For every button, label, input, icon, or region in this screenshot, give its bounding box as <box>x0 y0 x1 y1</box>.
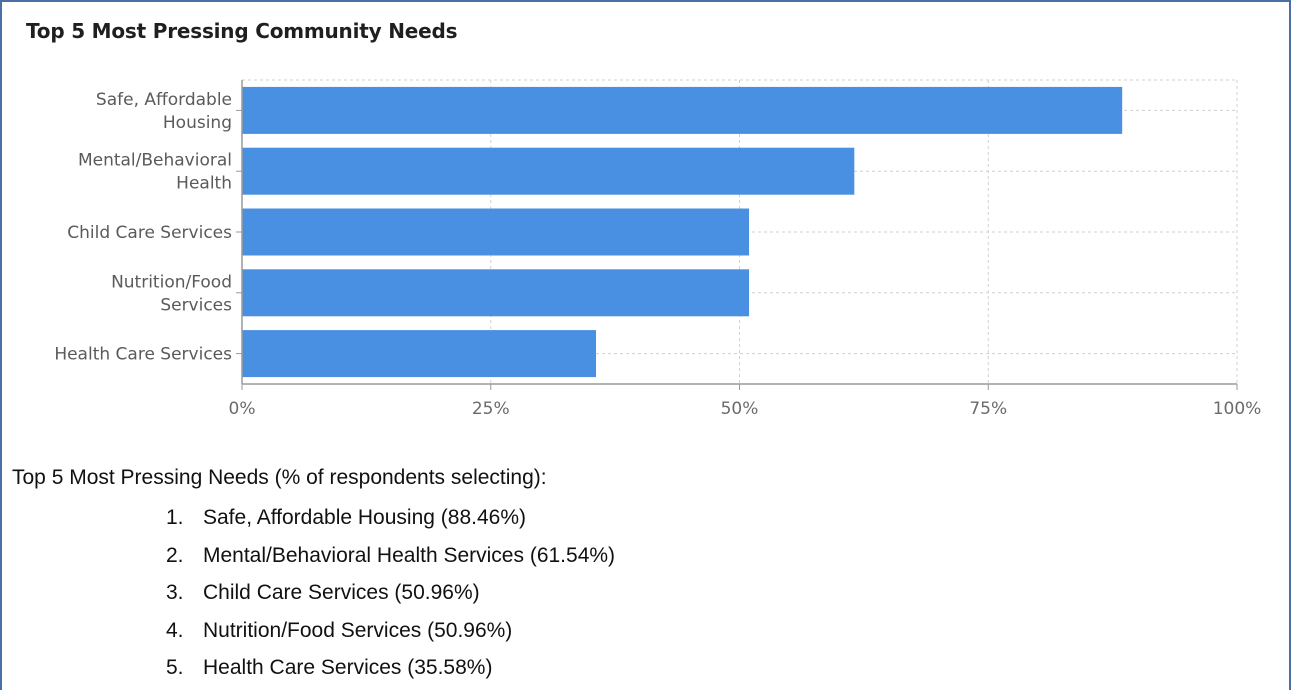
list-item: 2. Mental/Behavioral Health Services (61.… <box>166 543 615 581</box>
list-item-text: Nutrition/Food Services (50.96%) <box>203 618 513 642</box>
category-label: Child Care Services <box>67 223 232 243</box>
bar <box>242 269 750 317</box>
bar <box>242 86 1123 134</box>
x-tick-label: 25% <box>472 399 510 419</box>
list-item-text: Mental/Behavioral Health Services (61.54… <box>203 543 616 567</box>
bars <box>242 86 1123 378</box>
chart-title: Top 5 Most Pressing Community Needs <box>26 19 458 43</box>
x-tick-label: 100% <box>1213 399 1262 419</box>
bar-chart: 0% 25% 50% 75% 100% Safe, Affordable Housing Me… <box>54 79 1261 419</box>
category-label: Mental/Behavioral <box>78 151 232 171</box>
summary-list: 1. Safe, Affordable Housing (88.46%) 2. Men… <box>166 505 615 693</box>
category-label: Housing <box>163 113 232 133</box>
list-item: 1. Safe, Affordable Housing (88.46%) <box>166 505 615 543</box>
bar <box>242 330 597 378</box>
x-tick-label: 0% <box>229 399 256 419</box>
x-tick-label: 50% <box>721 399 759 419</box>
labels: 0% 25% 50% 75% 100% Safe, Affordable Housing Me… <box>54 90 1261 419</box>
list-item-number: 4. <box>166 618 184 642</box>
list-item-number: 3. <box>166 581 184 604</box>
list-item-text: Safe, Affordable Housing (88.46%) <box>203 506 526 529</box>
list-item-number: 1. <box>166 506 184 529</box>
list-item-text: Health Care Services (35.58%) <box>203 656 493 679</box>
x-tick-label: 75% <box>969 399 1007 419</box>
bar <box>242 147 855 195</box>
list-item: 3. Child Care Services (50.96%) <box>166 580 615 618</box>
category-label: Nutrition/Food <box>111 272 232 292</box>
category-label: Services <box>160 295 232 315</box>
list-item: 5. Health Care Services (35.58%) <box>166 655 615 693</box>
bar <box>242 208 750 256</box>
category-label: Safe, Affordable <box>96 90 232 110</box>
list-item-number: 5. <box>166 656 184 679</box>
list-item-number: 2. <box>166 543 184 567</box>
summary-heading: Top 5 Most Pressing Needs (% of responde… <box>12 466 547 489</box>
category-label: Health <box>176 174 232 194</box>
list-item-text: Child Care Services (50.96%) <box>203 581 480 604</box>
axes <box>236 80 1238 390</box>
category-label: Health Care Services <box>54 345 232 365</box>
list-item: 4. Nutrition/Food Services (50.96%) <box>166 618 615 656</box>
